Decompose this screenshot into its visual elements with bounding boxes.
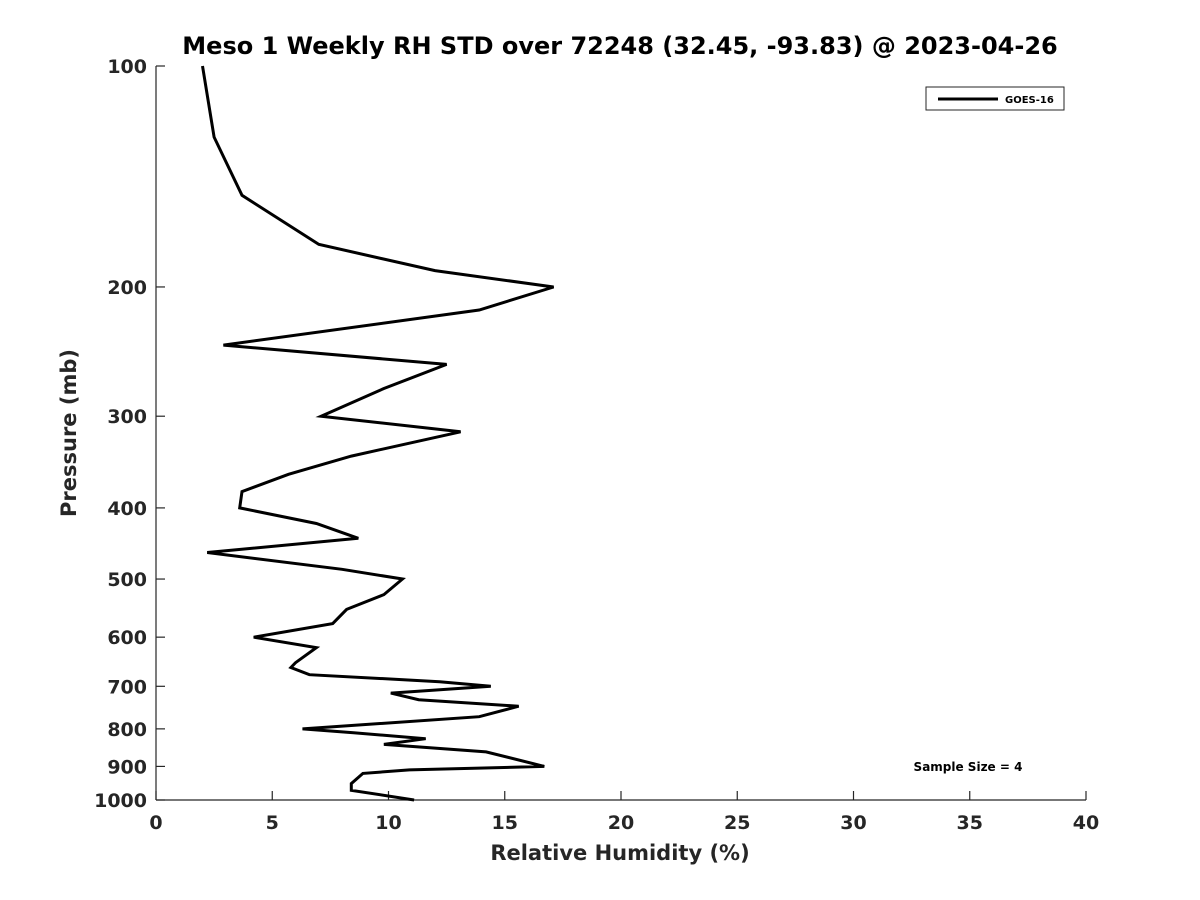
- y-tick-label: 900: [107, 756, 147, 778]
- legend: GOES-16: [925, 86, 1065, 111]
- x-tick-label: 20: [608, 812, 634, 834]
- x-tick-label: 30: [840, 812, 866, 834]
- y-tick-label: 700: [107, 676, 147, 698]
- legend-label: GOES-16: [1005, 95, 1054, 106]
- y-tick-label: 800: [107, 719, 147, 741]
- chart-title: Meso 1 Weekly RH STD over 72248 (32.45, …: [182, 32, 1057, 60]
- plot-area: 0 5 10 15 20 25 30 35 40 100 200 300 400 500 600 700 80…: [94, 56, 1099, 834]
- x-tick-label: 5: [266, 812, 279, 834]
- y-tick-label: 500: [107, 569, 147, 591]
- y-axis-label: Pressure (mb): [57, 349, 81, 517]
- y-tick-label: 300: [107, 406, 147, 428]
- y-tick-label: 200: [107, 277, 147, 299]
- x-tick-label: 35: [957, 812, 983, 834]
- sample-size-annotation: Sample Size = 4: [914, 760, 1023, 774]
- y-tick-label: 600: [107, 627, 147, 649]
- y-tick-label: 100: [107, 56, 147, 78]
- x-tick-label: 25: [724, 812, 750, 834]
- x-ticks: 0 5 10 15 20 25 30 35 40: [149, 791, 1099, 834]
- x-tick-label: 15: [492, 812, 518, 834]
- y-ticks: 100 200 300 400 500 600 700 800 900 1000: [94, 56, 165, 812]
- x-tick-label: 40: [1073, 812, 1099, 834]
- y-tick-label: 400: [107, 498, 147, 520]
- y-tick-label: 1000: [94, 790, 147, 812]
- x-axis-label: Relative Humidity (%): [490, 841, 749, 865]
- series-line-goes16: [201, 65, 555, 802]
- x-tick-label: 0: [149, 812, 162, 834]
- x-tick-label: 10: [375, 812, 401, 834]
